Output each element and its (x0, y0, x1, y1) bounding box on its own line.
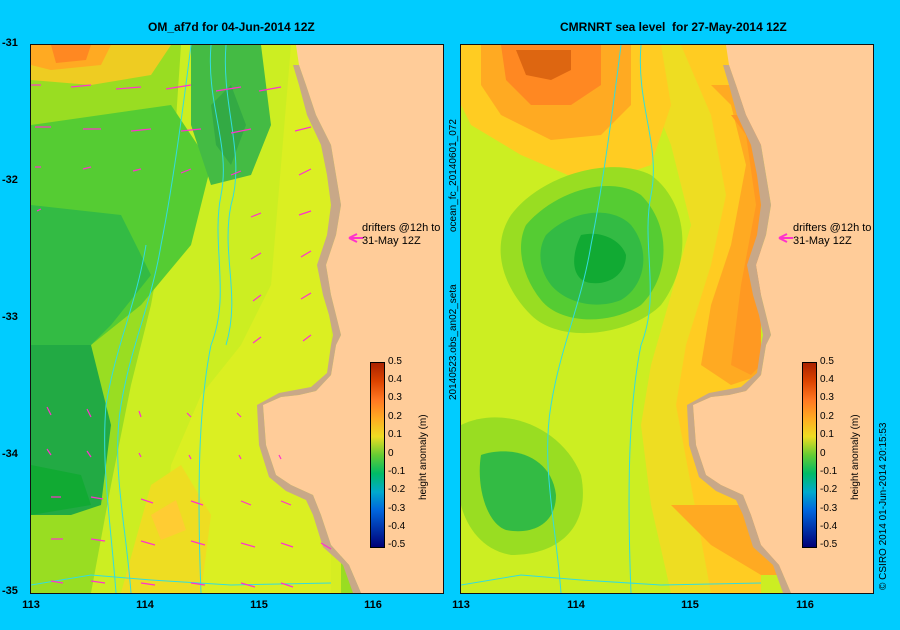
x-tick-label: 113 (22, 599, 40, 611)
x-tick-label: 116 (796, 599, 814, 611)
x-tick-label: 114 (136, 599, 154, 611)
x-tick-label: 115 (681, 599, 699, 611)
colorbar-label: height anomaly (m) (418, 414, 429, 500)
colorbar-tick: -0.4 (388, 521, 406, 532)
x-tick-label: 113 (452, 599, 470, 611)
colorbar-label: height anomaly (m) (850, 414, 861, 500)
forecast-run-label: ocean_fc_20140601_072 (448, 119, 459, 232)
colorbar-tick: 0 (820, 448, 826, 459)
colorbar-tick: 0.3 (388, 392, 402, 403)
colorbar-tick: 0.1 (388, 429, 402, 440)
left-drifter-note: drifters @12h to 31-May 12Z (362, 222, 441, 247)
y-tick-label: -35 (2, 585, 18, 597)
colorbar-tick: 0.4 (388, 374, 402, 385)
colorbar-tick: 0.3 (820, 392, 834, 403)
colorbar-tick: -0.5 (388, 539, 406, 550)
colorbar-tick: -0.3 (388, 503, 406, 514)
x-tick-label: 115 (250, 599, 268, 611)
left-map-title: OM_af7d for 04-Jun-2014 12Z (148, 20, 315, 34)
right-drifter-note: drifters @12h to 31-May 12Z (793, 222, 872, 247)
y-tick-label: -33 (2, 311, 18, 323)
colorbar-tick: -0.2 (820, 484, 838, 495)
colorbar-tick: 0.2 (820, 411, 834, 422)
colorbar-tick: -0.5 (820, 539, 838, 550)
credit-text: © CSIRO 2014 01-Jun-2014 20:15:53 (878, 422, 889, 590)
colorbar-tick: -0.4 (820, 521, 838, 532)
colorbar-tick: 0.5 (388, 356, 402, 367)
right-map[interactable] (460, 44, 874, 594)
analysis-run-label: 20140523.obs_an02_seta (448, 284, 459, 400)
left-map[interactable] (30, 44, 444, 594)
colorbar-tick: -0.3 (820, 503, 838, 514)
colorbar-tick: 0 (388, 448, 394, 459)
y-tick-label: -34 (2, 448, 18, 460)
right-map-title: CMRNRT sea level for 27-May-2014 12Z (560, 20, 787, 34)
x-tick-label: 114 (567, 599, 585, 611)
colorbar-tick: 0.5 (820, 356, 834, 367)
colorbar-tick: -0.1 (820, 466, 838, 477)
colorbar-tick: -0.1 (388, 466, 406, 477)
colorbar-tick: 0.2 (388, 411, 402, 422)
y-tick-label: -32 (2, 174, 18, 186)
colorbar-tick: 0.4 (820, 374, 834, 385)
y-tick-label: -31 (2, 37, 18, 49)
x-tick-label: 116 (364, 599, 382, 611)
colorbar-tick: -0.2 (388, 484, 406, 495)
colorbar-tick: 0.1 (820, 429, 834, 440)
